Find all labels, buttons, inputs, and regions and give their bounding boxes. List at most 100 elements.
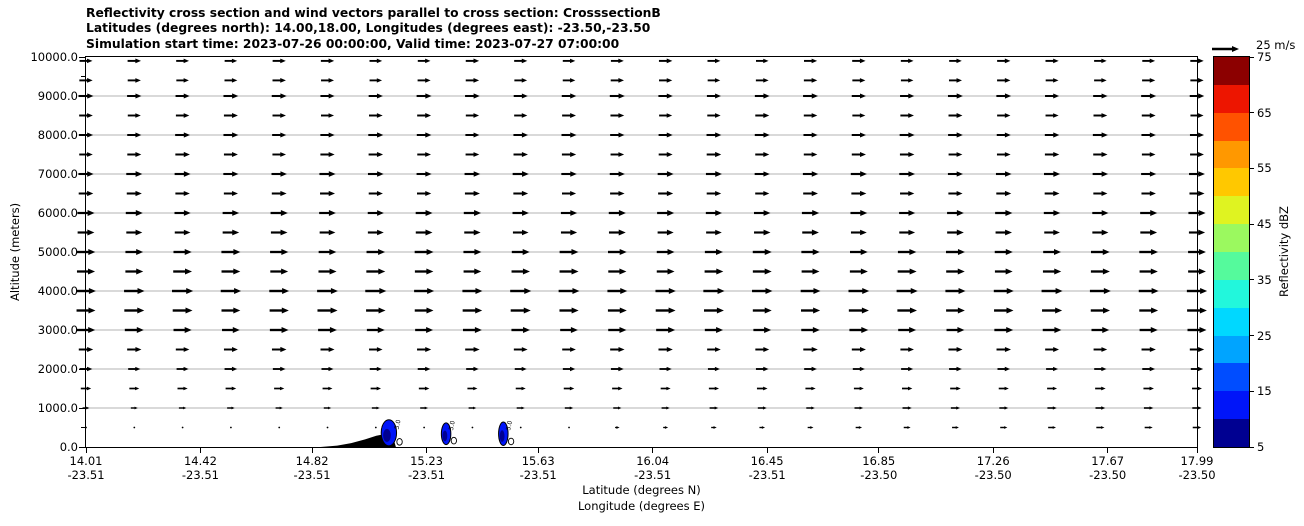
x-axis-label-longitude: Longitude (degrees E): [577, 499, 706, 513]
colorbar-tick-label: 45: [1257, 217, 1272, 232]
x-tick-mark: [537, 448, 539, 453]
y-tick-label: 0.0: [59, 440, 78, 454]
x-tick-lon: -23.51: [293, 467, 331, 482]
wind-vector-row: [79, 366, 1204, 372]
y-tick-label: 4000.0: [37, 284, 78, 298]
y-tick-label: 9000.0: [37, 89, 78, 103]
x-tick-label: 14.01 -23.51: [54, 454, 118, 483]
x-tick-label: 14.42 -23.51: [168, 454, 232, 483]
x-tick-lon: -23.50: [1178, 467, 1216, 482]
y-minor-tick-mark: [81, 232, 85, 233]
colorbar-tick-label: 5: [1257, 440, 1265, 454]
colorbar-tick-label: 35: [1257, 272, 1272, 287]
y-tick-mark: [79, 446, 85, 448]
y-minor-tick-mark: [81, 388, 85, 389]
x-tick-lat: 16.45: [750, 454, 784, 468]
colorbar-band: [1214, 56, 1249, 85]
x-tick-lon: -23.50: [974, 467, 1012, 482]
y-tick-label: 3000.0: [37, 323, 78, 337]
chart-title-block: Reflectivity cross section and wind vect…: [86, 6, 661, 52]
wind-vector-row: [79, 78, 1204, 83]
y-tick-mark: [79, 95, 85, 97]
wind-vector-row: [80, 386, 1202, 391]
y-minor-tick-mark: [81, 154, 85, 155]
colorbar-tick-mark: [1250, 112, 1254, 114]
y-tick-mark: [79, 251, 85, 253]
colorbar-tick-label: 25: [1257, 328, 1272, 343]
y-minor-tick-mark: [81, 427, 85, 428]
plot-area: 5.0 5.0 5.0: [76, 56, 1208, 448]
x-tick-label: 15.63 -23.51: [506, 454, 570, 483]
x-tick-lat: 14.42: [183, 454, 217, 468]
wind-vector-row: [79, 58, 1204, 64]
colorbar-band: [1214, 251, 1249, 280]
colorbar-tick-mark: [1250, 446, 1254, 448]
wind-vector-row: [79, 151, 1204, 158]
colorbar-band: [1214, 224, 1249, 252]
wind-vector-row: [76, 327, 1207, 333]
colorbar-tick-mark: [1250, 335, 1254, 337]
colorbar-band: [1214, 168, 1249, 197]
y-tick-label: 2000.0: [37, 362, 78, 376]
wind-speed-key-label: 25 m/s: [1256, 38, 1296, 52]
title-line-3: Simulation start time: 2023-07-26 00:00:…: [86, 36, 620, 51]
x-tick-lat: 17.67: [1091, 454, 1125, 468]
x-tick-mark: [199, 448, 201, 453]
colorbar-band: [1214, 140, 1249, 169]
colorbar-band: [1214, 84, 1249, 113]
y-tick-label: 1000.0: [37, 401, 78, 415]
wind-vector-row: [77, 229, 1206, 236]
y-tick-mark: [79, 212, 85, 214]
colorbar-tick-label: 65: [1257, 105, 1272, 120]
wind-vector-row: [78, 346, 1205, 353]
wind-vector-row: [76, 249, 1206, 255]
contour-label-ring: [507, 437, 515, 446]
y-minor-tick-mark: [81, 271, 85, 272]
x-tick-lat: 15.23: [410, 454, 444, 468]
x-tick-mark: [992, 448, 994, 453]
y-tick-mark: [79, 368, 85, 370]
x-tick-lat: 14.82: [295, 454, 329, 468]
colorbar-band: [1214, 419, 1249, 447]
colorbar-band: [1214, 196, 1249, 225]
x-tick-lat: 16.85: [862, 454, 896, 468]
contour-label-ring: [396, 438, 403, 446]
y-tick-mark: [79, 407, 85, 409]
y-minor-tick-mark: [81, 193, 85, 194]
key-arrow-icon: [1212, 46, 1239, 52]
reflectivity-cell: 5.0: [440, 420, 457, 446]
x-axis-label-latitude: Latitude (degrees N): [582, 483, 701, 497]
wind-vector-row: [76, 268, 1206, 275]
colorbar-bands: [1214, 56, 1249, 447]
colorbar-tick-mark: [1250, 223, 1254, 225]
colorbar-tick-mark: [1250, 390, 1254, 392]
x-tick-mark: [766, 448, 768, 453]
x-tick-lon: -23.51: [748, 467, 786, 482]
wind-vector-row: [85, 425, 1202, 430]
wind-vector-row: [78, 190, 1205, 197]
wind-vector-row: [82, 406, 1202, 410]
y-tick-label: 5000.0: [37, 245, 78, 259]
wind-vector-row: [78, 93, 1205, 99]
x-tick-lat: 17.26: [976, 454, 1010, 468]
x-tick-mark: [426, 448, 428, 453]
quiver-field-canvas: 5.0 5.0 5.0: [76, 58, 1208, 447]
colorbar-band: [1214, 391, 1249, 420]
x-tick-lat: 16.04: [636, 454, 670, 468]
colorbar-tick-mark: [1250, 56, 1254, 58]
x-tick-label: 16.45 -23.51: [735, 454, 799, 483]
x-tick-mark: [85, 448, 87, 453]
x-tick-label: 16.85 -23.50: [847, 454, 911, 483]
title-line-1: Reflectivity cross section and wind vect…: [86, 6, 661, 20]
contour-label: 5.0: [448, 420, 457, 431]
contour-label-ring: [450, 436, 457, 445]
x-tick-mark: [1107, 448, 1109, 453]
x-tick-mark: [878, 448, 880, 453]
x-tick-lon: -23.51: [519, 467, 557, 482]
y-tick-label: 10000.0: [30, 50, 78, 64]
y-tick-label: 6000.0: [37, 206, 78, 220]
contour-label: 5.0: [505, 420, 514, 431]
y-tick-mark: [79, 329, 85, 331]
colorbar-band: [1214, 363, 1249, 392]
